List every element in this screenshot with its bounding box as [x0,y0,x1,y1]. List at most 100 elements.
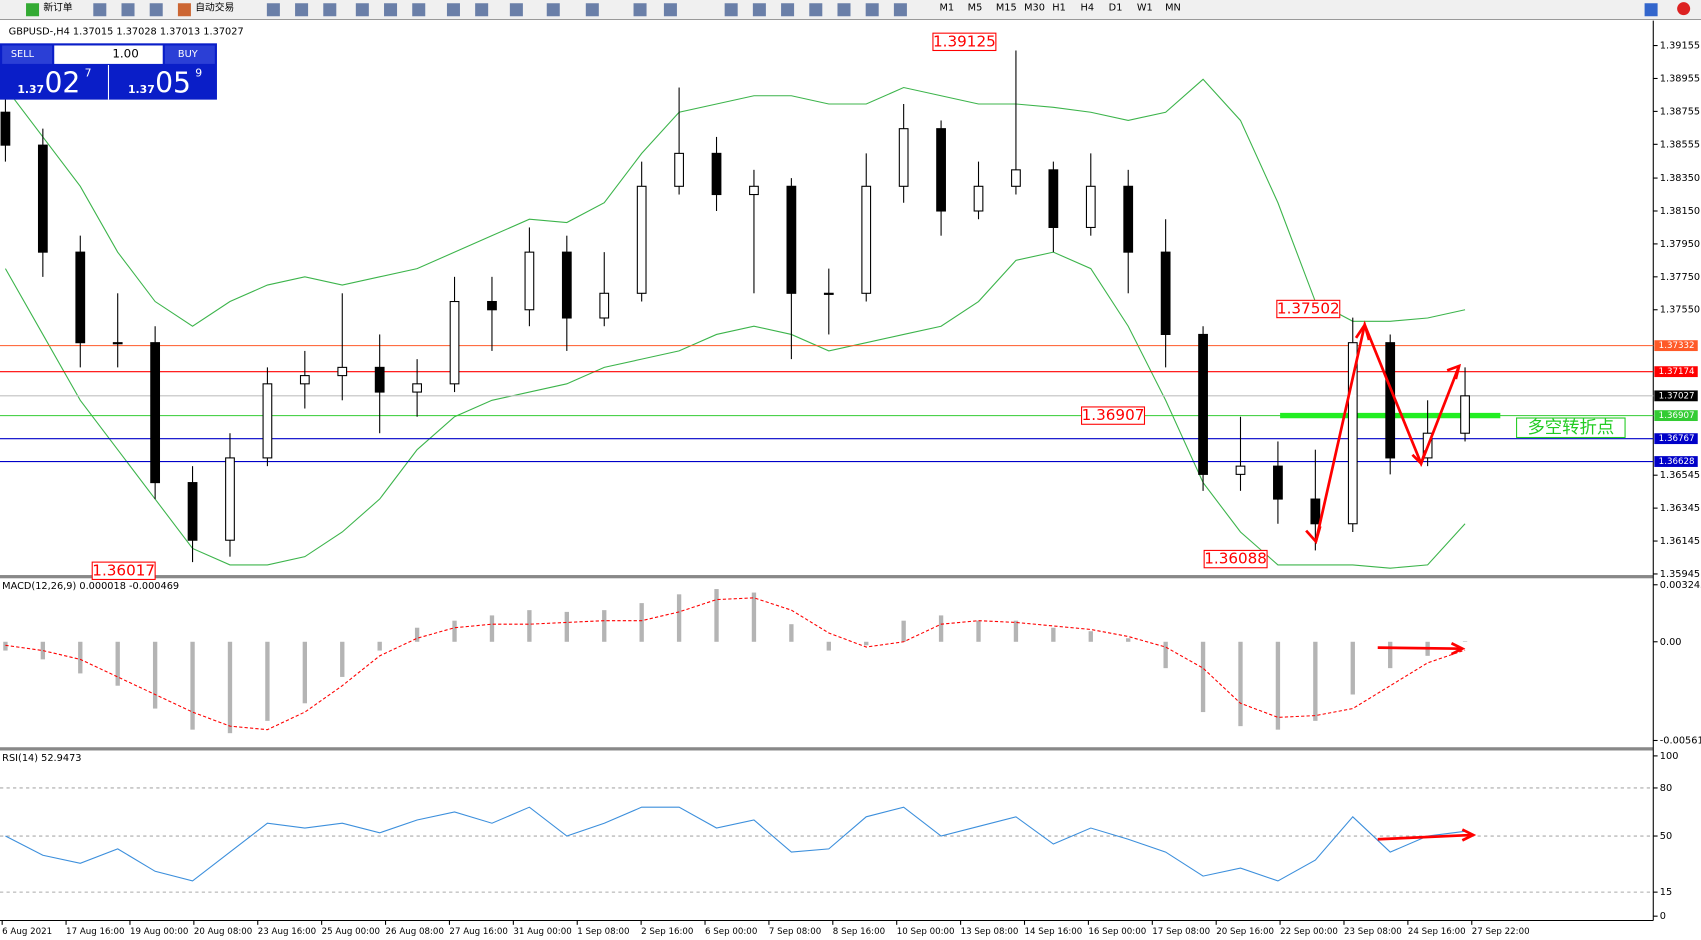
lot-input[interactable] [54,45,163,64]
alert-icon[interactable] [1677,2,1691,16]
lot-value[interactable]: 1.00 [112,47,139,61]
auto-trading-icon[interactable] [177,3,191,17]
y-tick-label: 1.36545 [1660,470,1700,481]
candle-body [1160,251,1171,335]
candle-body [1011,169,1021,187]
macd-bar [377,641,382,651]
y-tick-label: 1.37550 [1660,305,1700,316]
timeframe-button[interactable]: H1 [1052,3,1066,14]
price-annotation-box [1276,299,1341,319]
candle-body [487,300,497,311]
price-level-label: 1.36628 [1659,457,1695,467]
price-level-label: 1.37332 [1659,341,1695,351]
candle-body [861,185,872,294]
timeframe-button[interactable]: M5 [968,3,983,14]
price-level-label: 1.36907 [1659,411,1695,421]
search-icon[interactable] [1644,3,1658,17]
candle-body [749,185,759,196]
macd-bar [714,589,719,642]
candle-body [674,152,684,187]
macd-bar [152,641,158,709]
candle-body [936,128,946,212]
bid-small[interactable]: 7 [85,67,92,80]
y-tick-label: 1.39155 [1660,41,1700,52]
price-level-box [1654,340,1698,352]
macd-bar [1126,638,1131,642]
candle-body [37,144,48,253]
candle-body [0,111,11,146]
timeframe-button[interactable]: M15 [996,3,1017,14]
macd-bar [227,641,233,734]
y-tick-label: 80 [1660,783,1672,794]
macd-bar [3,641,8,651]
macd-bar [639,603,644,642]
sell-label[interactable]: SELL [11,49,35,60]
macd-bar [751,592,757,642]
macd-bar [452,620,457,642]
timeframe-bar: M1 M5 M15 M30 H1 H4 D1 W1 MN [939,3,1180,14]
macd-bar [340,641,345,677]
macd-bar [1088,631,1093,642]
ask-prefix[interactable]: 1.37 [128,83,155,96]
x-tick-label: 20 Sep 16:00 [1216,927,1274,937]
panel-divider [0,575,1654,579]
annotation-box [1516,417,1626,439]
bid-big[interactable]: 02 [44,66,80,99]
x-tick-label: 23 Aug 16:00 [258,927,316,937]
timeframe-button[interactable]: MN [1165,3,1181,14]
ask-small[interactable]: 9 [195,67,202,80]
macd-bar [676,594,682,642]
indicator-title: RSI(14) 52.9473 [2,753,81,764]
x-tick-label: 31 Aug 00:00 [513,927,571,937]
macd-bar [1275,641,1281,730]
candle-body [1273,465,1283,500]
price-annotation-box [91,561,156,580]
candle-body [1198,333,1208,475]
rsi-line [5,806,1466,882]
candle-body [187,482,198,541]
y-tick-label: 0 [1660,911,1666,922]
bid-prefix[interactable]: 1.37 [17,83,44,96]
macd-bar [78,641,83,674]
timeframe-button[interactable]: M1 [939,3,954,14]
buy-label[interactable]: BUY [178,49,198,60]
macd-bar [1163,641,1168,669]
ask-big[interactable]: 05 [155,66,191,99]
timeframe-button[interactable]: D1 [1109,3,1123,14]
sell-button[interactable] [2,45,53,64]
macd-bar [901,620,906,642]
one-click-trading-panel: SELL 1.00 BUY 1.37 02 7 1.37 05 9 [0,43,217,100]
macd-bar [40,641,46,660]
price-annotation-box [1203,549,1268,569]
x-tick-label: 6 Aug 2021 [2,927,52,937]
drawn-arrows [1305,320,1477,842]
new-order-icon[interactable] [26,3,40,17]
y-tick-label: 50 [1660,831,1672,842]
candle-body [449,300,460,385]
x-tick-label: 7 Sep 08:00 [769,927,821,937]
price-annotation-box [932,32,997,52]
timeframe-button[interactable]: H4 [1080,3,1094,14]
auto-trading-button[interactable]: 自动交易 [195,1,234,14]
price-level-box [1654,433,1698,445]
x-tick-label: 14 Sep 16:00 [1025,927,1083,937]
macd-bar [1013,620,1019,642]
macd-bar [976,620,981,642]
y-tick-label: 15 [1660,887,1672,898]
timeframe-button[interactable]: M30 [1024,3,1045,14]
new-order-button[interactable]: 新订单 [43,1,73,14]
price-annotation: 1.36907 [1082,406,1145,424]
price-level-box [1654,390,1698,402]
candle-body [1123,185,1134,253]
main-chart: GBPUSD-,H4 1.37015 1.37028 1.37013 1.370… [0,26,1700,937]
buy-button[interactable] [164,45,215,64]
macd-bar [1350,641,1355,695]
timeframe-button[interactable]: W1 [1137,3,1153,14]
macd-bar [527,610,532,642]
x-tick-label: 20 Aug 08:00 [194,927,252,937]
candle-body [299,375,310,385]
candle-body [599,292,610,319]
price-level-box [1654,410,1698,422]
panel-divider [0,747,1654,751]
x-tick-label: 25 Aug 00:00 [322,927,380,937]
